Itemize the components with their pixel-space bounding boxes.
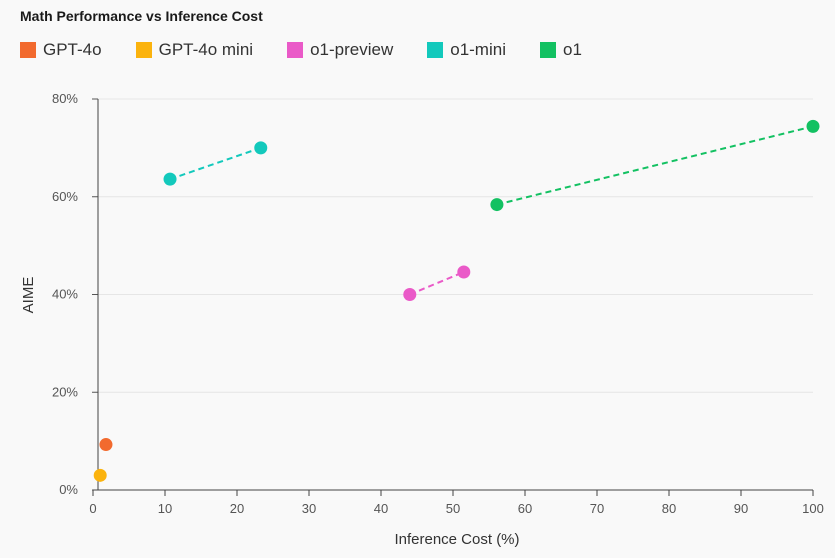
- legend-swatch-gpt-4o-mini: [135, 42, 152, 58]
- legend-label-o1-preview: o1-preview: [310, 40, 394, 59]
- x-tick-label: 80: [662, 501, 676, 516]
- x-tick-label: 90: [734, 501, 748, 516]
- legend-label-gpt-4o-mini: GPT-4o mini: [158, 40, 254, 59]
- x-tick-label: 10: [158, 501, 172, 516]
- legend-swatch-gpt-4o: [20, 42, 36, 58]
- legend-label-gpt-4o: GPT-4o: [43, 40, 102, 59]
- legend-item-gpt-4o[interactable]: GPT-4o: [20, 40, 102, 60]
- y-axis-title: AIME: [20, 277, 37, 314]
- legend-swatch-o1-preview: [287, 42, 304, 58]
- legend-item-gpt-4o-mini[interactable]: GPT-4o mini: [135, 40, 254, 60]
- legend: GPT-4o GPT-4o mini o1-preview o1-mini o1: [20, 40, 616, 60]
- legend-label-o1: o1: [562, 40, 582, 59]
- data-point-o1: [806, 119, 820, 133]
- series-line-o1-preview: [409, 271, 465, 296]
- legend-swatch-o1-mini: [427, 42, 444, 58]
- legend-label-o1-mini: o1-mini: [450, 40, 506, 59]
- series-line-o1-mini: [169, 146, 262, 181]
- data-point-o1-preview: [403, 288, 417, 301]
- y-tick-label: 0%: [59, 482, 78, 497]
- legend-item-o1-mini[interactable]: o1-mini: [427, 40, 506, 60]
- y-tick-label: 20%: [52, 384, 78, 399]
- data-point-o1-mini: [163, 172, 177, 186]
- x-tick-label: 60: [518, 501, 532, 516]
- x-tick-label: 30: [302, 501, 316, 516]
- y-tick-label: 80%: [52, 91, 78, 106]
- data-point-o1: [490, 198, 504, 212]
- x-tick-label: 0: [89, 501, 96, 516]
- x-tick-label: 40: [374, 501, 388, 516]
- legend-swatch-o1: [539, 42, 556, 58]
- x-tick-label: 20: [230, 501, 244, 516]
- data-point-gpt-4o: [99, 438, 113, 452]
- y-tick-label: 40%: [52, 287, 78, 302]
- data-point-o1-mini: [254, 141, 268, 155]
- x-tick-label: 70: [590, 501, 604, 516]
- data-point-gpt-4o-mini: [93, 468, 107, 482]
- x-tick-label: 100: [802, 501, 824, 516]
- legend-item-o1[interactable]: o1: [539, 40, 582, 60]
- data-point-o1-preview: [457, 265, 471, 279]
- legend-item-o1-preview[interactable]: o1-preview: [287, 40, 393, 60]
- y-tick-label: 60%: [52, 189, 78, 204]
- chart-title: Math Performance vs Inference Cost: [20, 8, 263, 24]
- x-tick-label: 50: [446, 501, 460, 516]
- x-axis-title: Inference Cost (%): [394, 531, 519, 548]
- series-line-o1: [496, 125, 814, 206]
